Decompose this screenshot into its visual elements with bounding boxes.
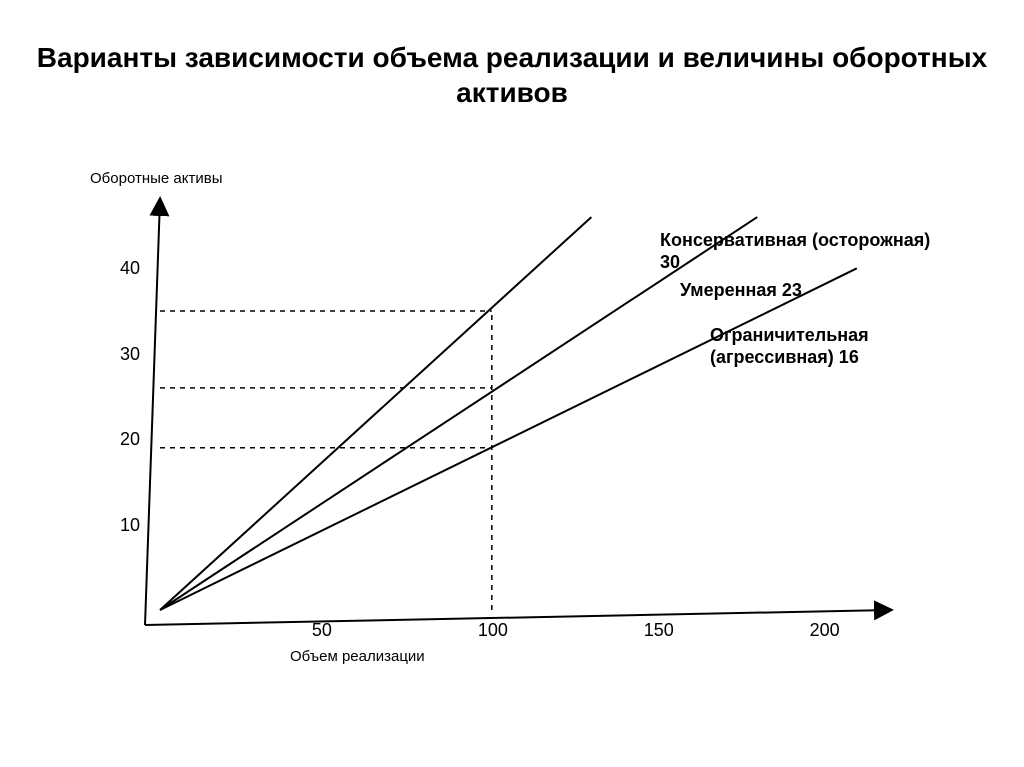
chart-title: Варианты зависимости объема реализации и… [0, 40, 1024, 110]
x-tick-100: 100 [478, 620, 508, 641]
series-label-moderate: Умеренная 23 [680, 280, 802, 302]
series-label-conservative: Консервативная (осторожная) 30 [660, 230, 940, 273]
x-tick-200: 200 [810, 620, 840, 641]
series-label-restrictive: Ограничительная (агрессивная) 16 [710, 325, 869, 368]
y-tick-20: 20 [120, 429, 140, 450]
y-tick-10: 10 [120, 515, 140, 536]
y-axis-title: Оборотные активы [90, 170, 222, 187]
y-tick-40: 40 [120, 258, 140, 279]
x-axis-title: Объем реализации [290, 648, 425, 665]
x-tick-50: 50 [312, 620, 332, 641]
y-tick-30: 30 [120, 344, 140, 365]
x-tick-150: 150 [644, 620, 674, 641]
chart-area: Оборотные активы Объем реализации 10 20 … [90, 170, 940, 690]
